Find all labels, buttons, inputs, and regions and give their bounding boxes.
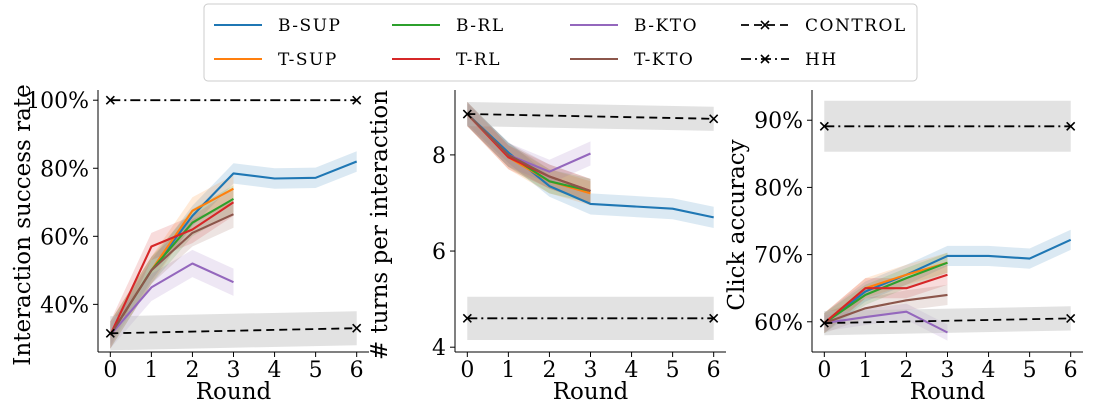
y-tick-label: 4: [432, 336, 446, 361]
legend-label-b-kto: B-KTO: [634, 16, 698, 36]
series-control: [110, 327, 357, 335]
series-t-rl: [823, 273, 948, 324]
marker-hh: [462, 313, 472, 323]
series-t-rl: [109, 201, 235, 336]
y-axis-label: Interaction success rate: [10, 84, 36, 365]
band-t-kto: [467, 102, 591, 203]
x-tick-label: 1: [501, 358, 515, 383]
y-tick-label: 90%: [754, 109, 803, 134]
marker-hh: [819, 121, 829, 131]
x-axis-label: Round: [910, 379, 986, 405]
x-tick-label: 2: [899, 358, 913, 383]
x-tick-label: 5: [666, 358, 680, 383]
legend-label-t-rl: T-RL: [456, 50, 501, 70]
x-tick-label: 3: [584, 358, 598, 383]
band-b-sup: [824, 229, 1071, 334]
marker-control: [1066, 313, 1076, 323]
x-tick-label: 5: [309, 358, 323, 383]
chart-click-accuracy: 0 1 2 3 4 5 6 60% 70% 80% 90% Round Click accuracy: [724, 90, 1083, 405]
x-tick-label: 5: [1023, 358, 1037, 383]
y-tick-label: 80%: [754, 176, 803, 201]
x-axis-label: Round: [196, 379, 272, 405]
y-tick-label: 6: [432, 240, 446, 265]
marker-control: [819, 318, 829, 328]
band-t-rl: [467, 102, 591, 203]
band-b-rl: [467, 102, 591, 203]
series-t-kto: [466, 113, 591, 192]
band-b-kto: [467, 102, 591, 184]
series-b-sup: [823, 238, 1072, 324]
legend-label-hh: HH: [805, 50, 838, 70]
legend-label-t-kto: T-KTO: [634, 50, 694, 70]
band-b-rl: [110, 185, 234, 349]
marker-control: [105, 328, 115, 338]
x-tick-label: 2: [542, 358, 556, 383]
x-axis-label: Round: [553, 379, 629, 405]
x-tick-label: 6: [1064, 358, 1078, 383]
y-axis-label: # turns per interaction: [367, 90, 393, 360]
band-b-kto: [110, 249, 234, 349]
x-tick-label: 6: [707, 358, 721, 383]
x-tick-label: 1: [144, 358, 158, 383]
y-tick-label: 80%: [40, 157, 89, 182]
x-tick-label: 1: [858, 358, 872, 383]
y-tick-label: 40%: [40, 293, 89, 318]
series-t-kto: [823, 293, 948, 325]
legend: B-SUP T-SUP B-RL T-RL B-KTO T-KTO CONTROL HH: [203, 3, 918, 82]
chart-interaction-success-rate: 0 1 2 3 4 5 6 40% 60% 80% 100% Round Interaction suc…: [10, 84, 369, 405]
x-tick-label: 3: [227, 358, 241, 383]
legend-label-b-rl: B-RL: [456, 16, 505, 36]
marker-hh: [709, 313, 719, 323]
y-tick-label: 8: [432, 144, 446, 169]
series-b-sup: [466, 113, 714, 219]
marker-control: [462, 109, 472, 119]
band-t-kto: [110, 200, 234, 349]
x-tick-label: 0: [817, 358, 831, 383]
series-b-kto: [824, 310, 948, 334]
legend-label-control: CONTROL: [805, 16, 907, 36]
y-axis-label: Click accuracy: [724, 139, 750, 310]
series-control: [467, 113, 714, 120]
series-t-kto: [109, 213, 234, 336]
x-tick-label: 4: [268, 358, 282, 383]
series-b-kto: [109, 262, 234, 336]
x-tick-label: 2: [185, 358, 199, 383]
legend-frame: [203, 3, 918, 82]
y-tick-label: 100%: [26, 89, 89, 114]
legend-marker-control: [760, 20, 770, 30]
legend-marker-hh: [760, 54, 770, 64]
y-tick-label: 60%: [754, 311, 803, 336]
marker-control: [709, 114, 719, 124]
marker-control: [352, 323, 362, 333]
x-tick-label: 4: [982, 358, 996, 383]
chart-turns-per-interaction: 0 1 2 3 4 5 6 4 6 8 Round # turns per interaction: [367, 90, 726, 405]
band-t-rl: [824, 264, 948, 334]
marker-hh: [352, 95, 362, 105]
x-tick-label: 0: [460, 358, 474, 383]
x-tick-label: 4: [625, 358, 639, 383]
legend-label-t-sup: T-SUP: [278, 50, 338, 70]
marker-hh: [1066, 121, 1076, 131]
band-t-sup: [110, 175, 234, 349]
marker-hh: [105, 95, 115, 105]
band-t-kto: [824, 284, 948, 334]
series-b-rl: [823, 261, 948, 324]
legend-label-b-sup: B-SUP: [278, 16, 341, 36]
x-tick-label: 3: [941, 358, 955, 383]
x-tick-label: 0: [103, 358, 117, 383]
y-tick-label: 70%: [754, 244, 803, 269]
series-control: [824, 317, 1071, 324]
x-tick-label: 6: [350, 358, 364, 383]
y-tick-label: 60%: [40, 225, 89, 250]
